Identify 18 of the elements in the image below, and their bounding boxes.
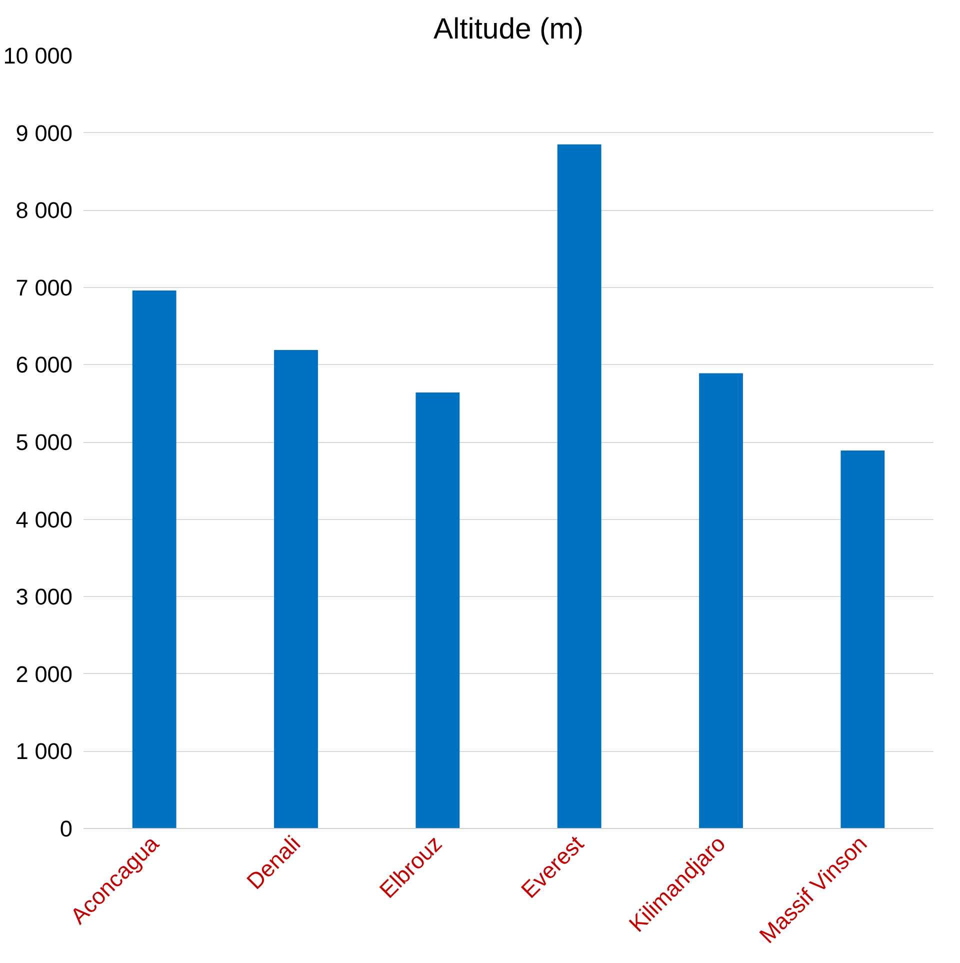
bar bbox=[840, 450, 885, 828]
y-tick-label: 5 000 bbox=[16, 429, 73, 455]
y-tick-label: 1 000 bbox=[16, 738, 73, 764]
bar bbox=[274, 350, 318, 828]
y-tick-label: 4 000 bbox=[16, 506, 73, 532]
bar bbox=[132, 290, 176, 828]
bar bbox=[416, 392, 460, 828]
y-tick-label: 3 000 bbox=[16, 584, 73, 610]
bar bbox=[557, 144, 602, 828]
y-tick-label: 8 000 bbox=[16, 197, 73, 224]
y-tick-label: 9 000 bbox=[16, 120, 73, 146]
y-tick-label: 10 000 bbox=[3, 42, 72, 68]
bar bbox=[699, 373, 743, 828]
y-tick-label: 6 000 bbox=[16, 352, 73, 378]
y-tick-label: 0 bbox=[60, 816, 73, 842]
chart-title: Altitude (m) bbox=[434, 12, 584, 46]
y-tick-label: 2 000 bbox=[16, 660, 73, 687]
y-tick-label: 7 000 bbox=[16, 274, 73, 300]
